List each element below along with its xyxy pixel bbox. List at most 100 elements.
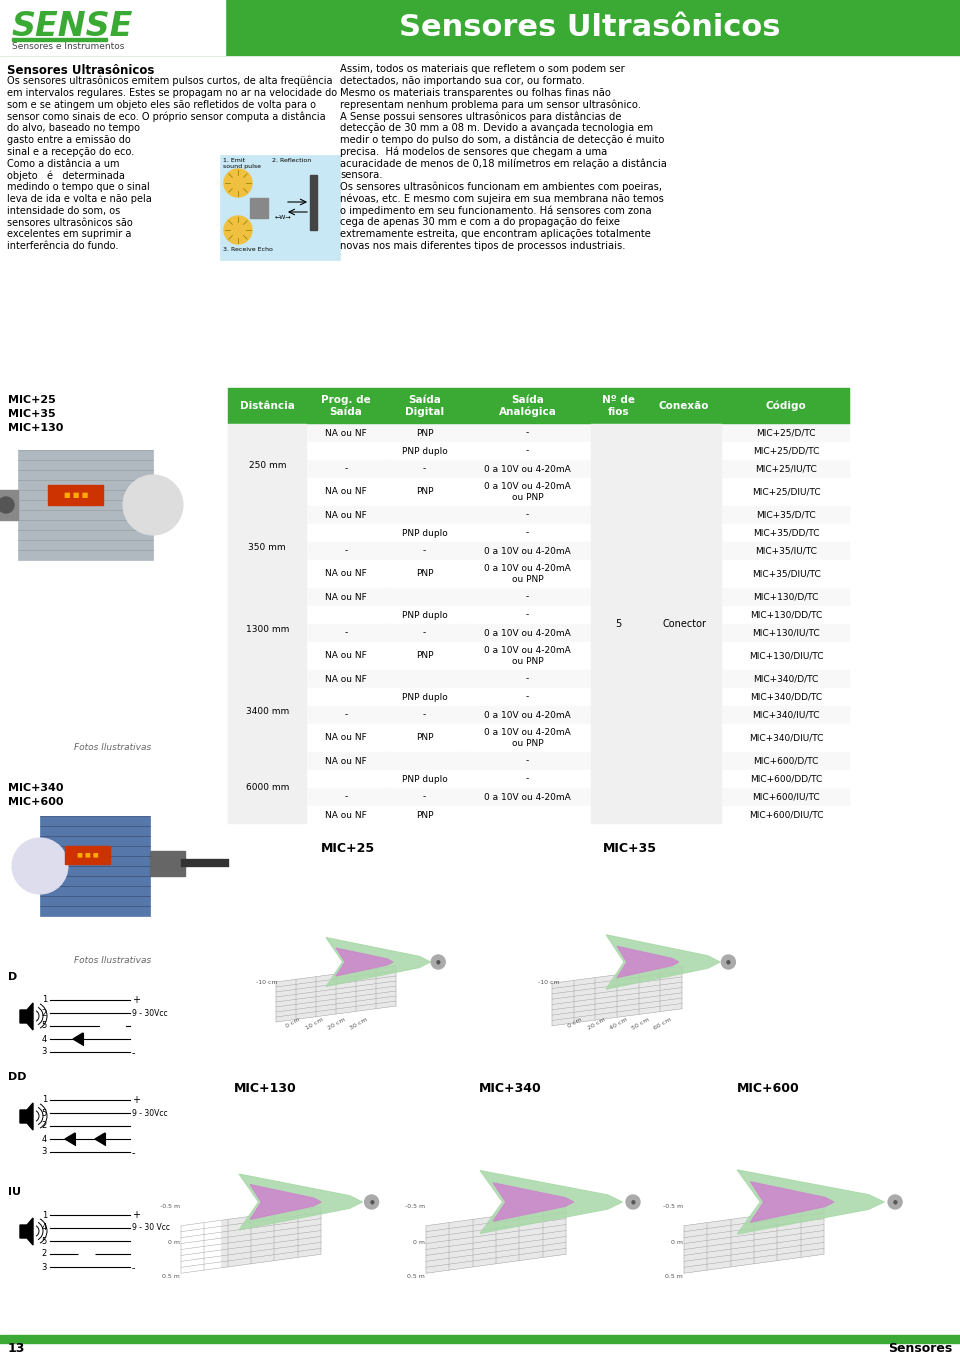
Text: NA ou NF: NA ou NF [325, 570, 367, 578]
Point [818, 1246, 829, 1262]
Point [561, 1246, 572, 1262]
Point [124, 1206, 135, 1223]
Bar [306, 770, 385, 787]
Bar [228, 543, 306, 560]
Line: 2 pts: 2 pts [552, 982, 682, 1000]
Text: 0 cm: 0 cm [567, 1017, 583, 1030]
Point [390, 987, 401, 1004]
Text: interferência do fundo.: interferência do fundo. [7, 241, 118, 252]
Bar [464, 388, 591, 424]
Text: PNP duplo: PNP duplo [401, 611, 447, 620]
Line: 2 pts: 2 pts [684, 1243, 824, 1261]
Point [676, 985, 687, 1001]
Point [315, 1235, 326, 1251]
Text: -: - [526, 756, 529, 766]
Bar [591, 424, 646, 442]
Point [818, 1246, 829, 1262]
Polygon shape [426, 1206, 566, 1273]
Point [315, 1198, 326, 1214]
Point [176, 1217, 187, 1234]
Polygon shape [684, 1206, 824, 1273]
Bar [722, 543, 850, 560]
Line: 2 pts: 2 pts [684, 1248, 824, 1268]
Text: PNP: PNP [416, 428, 433, 438]
Point [77, 1036, 88, 1053]
Line: 2 pts: 2 pts [426, 1213, 566, 1232]
Text: ←W→: ←W→ [275, 215, 291, 220]
Bar [591, 524, 646, 543]
Text: 4: 4 [41, 1224, 47, 1232]
Text: 0 a 10V ou 4-20mA
ou PNP: 0 a 10V ou 4-20mA ou PNP [484, 564, 571, 583]
Text: MIC+25: MIC+25 [321, 842, 375, 855]
Point [176, 1235, 187, 1251]
Line: 2 pts: 2 pts [181, 1206, 321, 1225]
Bar [646, 642, 722, 670]
Point [180, 855, 191, 872]
Text: 0.5 m: 0.5 m [665, 1274, 683, 1280]
Polygon shape [65, 1133, 75, 1145]
Bar [250, 199, 268, 218]
Bar [646, 424, 722, 442]
Bar [306, 706, 385, 724]
Point [144, 847, 156, 864]
Text: -: - [526, 692, 529, 702]
Point [678, 1217, 689, 1234]
Text: 0 a 10V ou 4-20mA
ou PNP: 0 a 10V ou 4-20mA ou PNP [484, 729, 571, 748]
Point [818, 1210, 829, 1227]
Polygon shape [751, 1182, 834, 1223]
Polygon shape [480, 1171, 622, 1234]
Text: 0 m: 0 m [168, 1239, 180, 1244]
Text: som e se atingem um objeto eles são refletidos de volta para o: som e se atingem um objeto eles são refl… [7, 99, 316, 110]
Bar [306, 642, 385, 670]
Point [124, 1144, 135, 1160]
Point [390, 963, 401, 979]
Bar [464, 607, 591, 624]
Bar [228, 770, 306, 787]
Text: -10 cm: -10 cm [256, 979, 278, 985]
Text: -: - [526, 611, 529, 620]
Point [561, 1223, 572, 1239]
Point [315, 1210, 326, 1227]
Point [271, 1004, 282, 1020]
Point [678, 1229, 689, 1246]
Point [35, 868, 46, 884]
Text: -: - [345, 793, 348, 801]
Point [222, 1259, 233, 1276]
Point [44, 1104, 56, 1121]
Point [124, 1092, 135, 1108]
Point [222, 1212, 233, 1228]
Text: leva de ida e volta e não pela: leva de ida e volta e não pela [7, 194, 152, 204]
Bar [0, 490, 18, 520]
Point [219, 175, 230, 192]
Point [245, 1255, 256, 1272]
Bar [646, 424, 722, 824]
Text: -: - [526, 446, 529, 456]
Bar [646, 560, 722, 588]
Line: 2 pts: 2 pts [426, 1224, 566, 1243]
Point [546, 1006, 558, 1023]
Point [561, 1240, 572, 1257]
Bar [385, 806, 464, 824]
Bar [228, 588, 306, 670]
Point [144, 868, 156, 884]
Text: MIC+130/DIU/TC: MIC+130/DIU/TC [749, 651, 824, 661]
Text: Código: Código [766, 401, 806, 411]
Text: -: - [345, 465, 348, 473]
Point [240, 222, 252, 238]
Point [390, 993, 401, 1009]
Bar [228, 706, 306, 724]
Bar [306, 787, 385, 806]
Bar [464, 724, 591, 752]
Point [271, 1009, 282, 1025]
Text: medir o tempo do pulso do som, a distância de detecção é muito: medir o tempo do pulso do som, a distânc… [340, 135, 664, 146]
Text: MIC+25/IU/TC: MIC+25/IU/TC [756, 465, 817, 473]
Point [725, 1212, 736, 1228]
Text: MIC+35/D/TC: MIC+35/D/TC [756, 510, 816, 520]
Text: ●: ● [631, 1200, 636, 1205]
Polygon shape [737, 1170, 884, 1235]
Text: detectados, não importando sua cor, ou formato.: detectados, não importando sua cor, ou f… [340, 76, 585, 86]
Point [420, 1253, 432, 1269]
Bar [385, 442, 464, 460]
Point [390, 972, 401, 989]
Polygon shape [617, 947, 679, 978]
